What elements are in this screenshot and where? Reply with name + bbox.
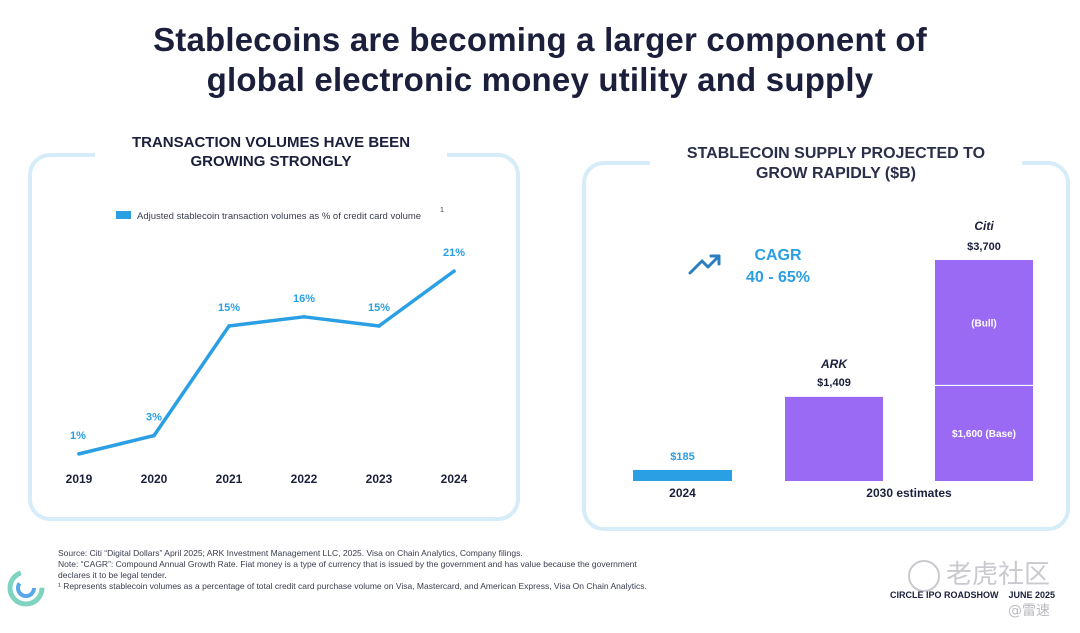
data-label-2020: 3% [146,412,162,424]
x-group-label-2024: 2024 [669,486,696,500]
stablecoin-supply-title-line1: STABLECOIN SUPPLY PROJECTED TO [686,145,986,162]
value-label-ark: $1,409 [817,377,851,389]
stablecoin-supply-bar-chart: $185 $1,409 ARK $1,600 (Base) (Bull) $3,700 Ci… [633,219,1033,500]
roadshow-date: JUNE 2025 [1008,590,1056,600]
x-tick-2024: 2024 [441,472,468,486]
footnote-note-cont: declares it to be legal tender. [58,570,167,580]
x-tick-2021: 2021 [216,472,243,486]
footer-roadshow: CIRCLE IPO ROADSHOW JUNE 2025 [890,590,1065,600]
data-label-2023: 15% [368,302,390,314]
footnote-source: Source: Citi “Digital Dollars” April 202… [58,548,523,558]
volume-series-line [77,269,456,456]
footnote-1: ¹ Represents stablecoin volumes as a per… [58,581,647,591]
legend-superscript: 1 [440,207,444,214]
cagr-label: CAGR [754,247,802,264]
value-label-2024: $185 [670,451,694,463]
page-title: Stablecoins are becoming a larger compon… [0,20,1080,100]
line-point-2023 [377,324,381,328]
watermark-text: 老虎社区 [946,560,1051,590]
x-group-label-2030: 2030 estimates [866,486,952,500]
bar-citi-segment-1 [935,260,1033,386]
bar-2024 [633,469,732,481]
transaction-volume-title: TRANSACTION VOLUMES HAVE BEEN GROWING ST… [95,133,447,171]
line-point-2021 [227,324,231,328]
line-point-2024 [452,269,456,273]
segment-label-citi-1: (Bull) [971,319,997,330]
transaction-volume-title-line2: GROWING STRONGLY [190,153,352,170]
value-label-citi: $3,700 [967,241,1001,253]
line-point-2022 [302,315,306,319]
trend-up-icon [688,254,721,275]
bar-citi-segment-0 [935,385,1033,481]
footnotes: Source: Citi “Digital Dollars” April 202… [58,548,748,592]
x-tick-2022: 2022 [291,472,318,486]
cagr-callout: CAGR 40 - 65% [688,247,810,286]
transaction-volume-title-line1: TRANSACTION VOLUMES HAVE BEEN [131,134,411,151]
legend-swatch [116,211,131,219]
data-label-2019: 1% [70,430,86,442]
stablecoin-supply-title-line2: GROW RAPIDLY ($B) [755,165,916,182]
watermark-user: @雷速 [1008,603,1050,619]
data-label-2024: 21% [443,247,465,259]
roadshow-label: CIRCLE IPO ROADSHOW [890,590,999,600]
page-title-line2: global electronic money utility and supp… [206,61,874,98]
tiger-watermark-icon [908,559,940,592]
page-title-line1: Stablecoins are becoming a larger compon… [153,21,927,58]
segment-label-citi-0: $1,600 (Base) [952,429,1016,440]
circle-logo-icon [6,568,46,613]
transaction-volume-line-chart: Adjusted stablecoin transaction volumes … [66,207,468,486]
bar-name-ark: ARK [820,357,848,371]
line-point-2019 [77,452,81,456]
footnote-note: Note: “CAGR”: Compound Annual Growth Rat… [58,559,637,569]
x-tick-2023: 2023 [366,472,393,486]
legend-label: Adjusted stablecoin transaction volumes … [137,211,421,222]
data-label-2022: 16% [293,293,315,305]
cagr-value: 40 - 65% [746,269,810,286]
data-label-2021: 15% [218,302,240,314]
bar-ark [785,396,883,481]
x-tick-2019: 2019 [66,472,93,486]
line-point-2020 [152,433,156,438]
transaction-volume-panel [28,153,520,521]
watermark: 老虎社区 [908,554,1050,592]
bar-name-citi: Citi [974,219,994,233]
stablecoin-supply-title: STABLECOIN SUPPLY PROJECTED TO GROW RAPI… [650,144,1022,184]
x-tick-2020: 2020 [141,472,168,486]
